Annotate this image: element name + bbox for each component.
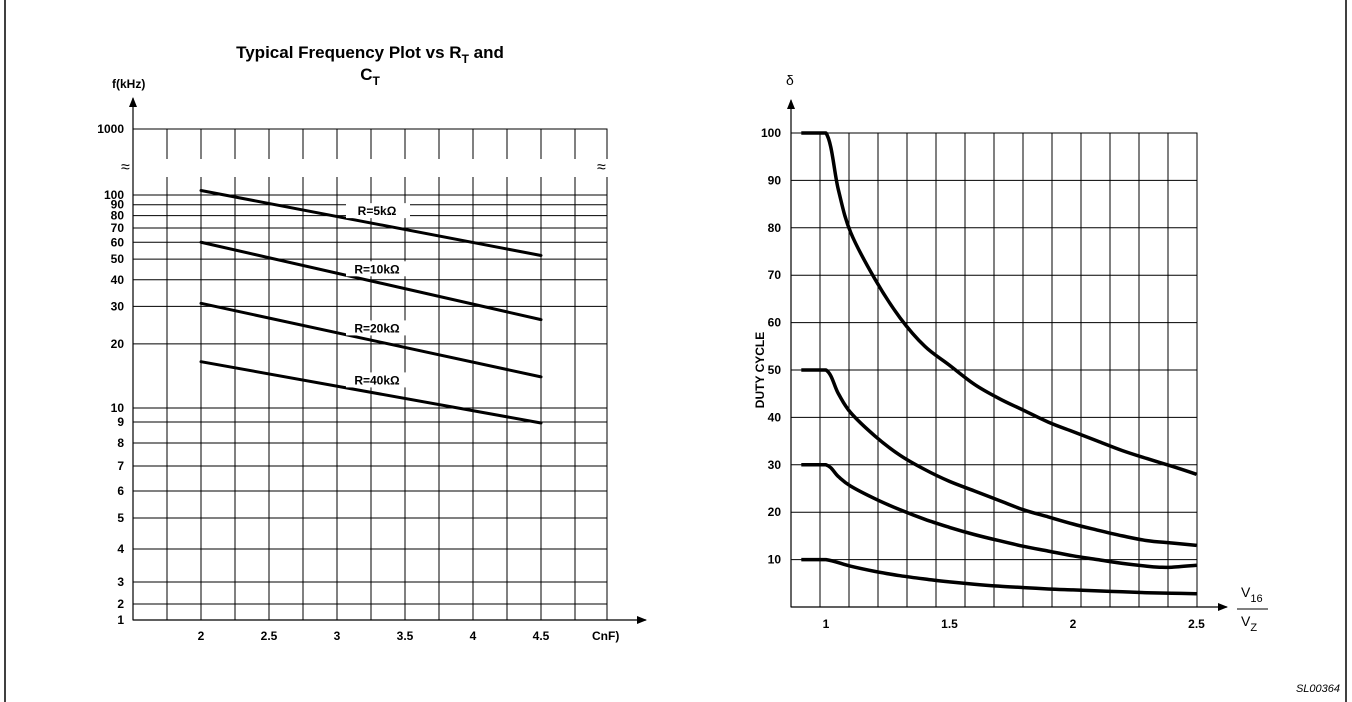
y-axis-symbol: δ [786,72,794,88]
axis-break-symbol-left: ≈ [121,159,130,176]
y-tick-label: 70 [768,268,782,282]
x-tick-label: 1.5 [941,617,958,631]
series-curves [801,131,1198,596]
duty-cycle-curve [801,368,1197,548]
series-label-bg [346,203,410,219]
series-label: R=40kΩ [354,373,400,387]
frequency-chart: Typical Frequency Plot vs RT and CT f(kH… [97,43,647,643]
y-tick-label: 90 [111,198,125,212]
y-tick-label: 20 [768,505,782,519]
y-tick-label: 6 [117,484,124,498]
duty-cycle-chart: δ DUTY CYCLE 1 1.5 2 2.5 100 90 80 70 60 50 40 30 2… [753,72,1268,634]
series-label: R=20kΩ [354,321,400,335]
y-tick-label: 1 [117,613,124,627]
figure-code: SL00364 [1296,683,1340,695]
x-tick-label: 4.5 [533,629,550,643]
y-tick-label: 100 [104,188,124,202]
duty-cycle-curve [801,557,1197,596]
x-tick-label: 2.5 [1188,617,1205,631]
x-tick-labels: 1 1.5 2 2.5 [823,617,1206,631]
y-tick-label: 5 [117,511,124,525]
y-tick-label: 1000 [97,122,124,136]
series-label-bg [346,261,410,277]
y-tick-label: 4 [117,542,124,556]
x-tick-label: 4 [470,629,477,643]
y-tick-label: 8 [117,436,124,450]
x-axis-label: CnF) [592,629,619,643]
y-tick-label: 3 [117,575,124,589]
chart-title-line2: CT [360,65,380,88]
x-tick-label: 2 [198,629,205,643]
y-tick-label: 100 [761,126,781,140]
series-line [199,301,543,379]
y-tick-label: 10 [768,553,782,567]
y-tick-label: 40 [111,273,125,287]
series-line [199,240,543,322]
axis-break-symbol-right: ≈ [597,159,606,176]
y-tick-label: 20 [111,337,125,351]
x-tick-label: 3 [334,629,341,643]
y-tick-label: 60 [111,235,125,249]
x-label-numerator: V16 [1241,584,1263,605]
axis-break-gap [121,159,619,177]
duty-cycle-curve [801,463,1197,570]
duty-cycle-curve [801,131,1198,476]
y-tick-label: 30 [111,299,125,313]
y-tick-label: 80 [768,221,782,235]
series-label: R=5kΩ [358,204,397,218]
x-label-denominator: VZ [1241,613,1257,634]
y-tick-label: 70 [111,221,125,235]
x-tick-label: 2 [1070,617,1077,631]
y-tick-label: 30 [768,458,782,472]
series-label-bg [346,372,410,388]
chart-title-line1: Typical Frequency Plot vs RT and [236,43,504,66]
y-tick-label: 9 [117,415,124,429]
x-tick-labels: 2 2.5 3 3.5 4 4.5 [198,629,550,643]
y-tick-label: 7 [117,459,124,473]
y-tick-label: 60 [768,316,782,330]
y-tick-label: 50 [111,252,125,266]
series-line [199,360,543,425]
y-axis-label: f(kHz) [112,77,145,91]
y-tick-label: 50 [768,363,782,377]
y-tick-label: 2 [117,597,124,611]
series-line [199,188,543,257]
plot-grid [787,99,1228,611]
series-lines: R=5kΩ R=10kΩ R=20kΩ R=40kΩ [199,188,543,425]
y-tick-labels: 100 90 80 70 60 50 40 30 20 10 [761,126,781,567]
plot-grid [121,97,647,624]
y-axis-label: DUTY CYCLE [753,332,767,408]
y-tick-label: 10 [111,401,125,415]
x-tick-label: 2.5 [261,629,278,643]
y-tick-label: 80 [111,209,125,223]
x-axis-label: V16 VZ [1237,584,1268,634]
y-tick-label: 40 [768,410,782,424]
y-tick-label: 90 [768,173,782,187]
series-label: R=10kΩ [354,262,400,276]
x-tick-label: 3.5 [397,629,414,643]
series-label-bg [346,320,410,336]
x-tick-label: 1 [823,617,830,631]
